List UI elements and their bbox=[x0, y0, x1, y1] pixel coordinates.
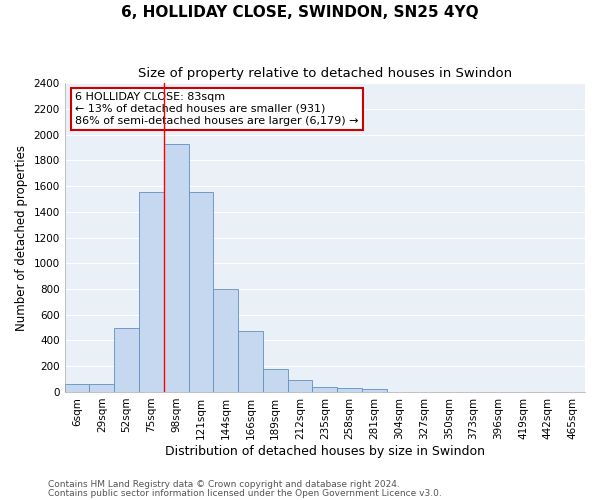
Text: 6 HOLLIDAY CLOSE: 83sqm
← 13% of detached houses are smaller (931)
86% of semi-d: 6 HOLLIDAY CLOSE: 83sqm ← 13% of detache… bbox=[75, 92, 359, 126]
Bar bbox=[362, 390, 387, 392]
Bar bbox=[287, 380, 313, 392]
Bar bbox=[164, 144, 188, 392]
Bar bbox=[214, 289, 238, 392]
Bar bbox=[263, 370, 287, 392]
Bar bbox=[114, 328, 139, 392]
Bar bbox=[139, 192, 164, 392]
Y-axis label: Number of detached properties: Number of detached properties bbox=[15, 144, 28, 330]
Text: 6, HOLLIDAY CLOSE, SWINDON, SN25 4YQ: 6, HOLLIDAY CLOSE, SWINDON, SN25 4YQ bbox=[121, 5, 479, 20]
Bar bbox=[188, 192, 214, 392]
Bar bbox=[337, 388, 362, 392]
Bar bbox=[313, 388, 337, 392]
Text: Contains public sector information licensed under the Open Government Licence v3: Contains public sector information licen… bbox=[48, 488, 442, 498]
X-axis label: Distribution of detached houses by size in Swindon: Distribution of detached houses by size … bbox=[165, 444, 485, 458]
Bar bbox=[89, 384, 114, 392]
Title: Size of property relative to detached houses in Swindon: Size of property relative to detached ho… bbox=[138, 68, 512, 80]
Bar bbox=[238, 332, 263, 392]
Bar bbox=[65, 384, 89, 392]
Text: Contains HM Land Registry data © Crown copyright and database right 2024.: Contains HM Land Registry data © Crown c… bbox=[48, 480, 400, 489]
